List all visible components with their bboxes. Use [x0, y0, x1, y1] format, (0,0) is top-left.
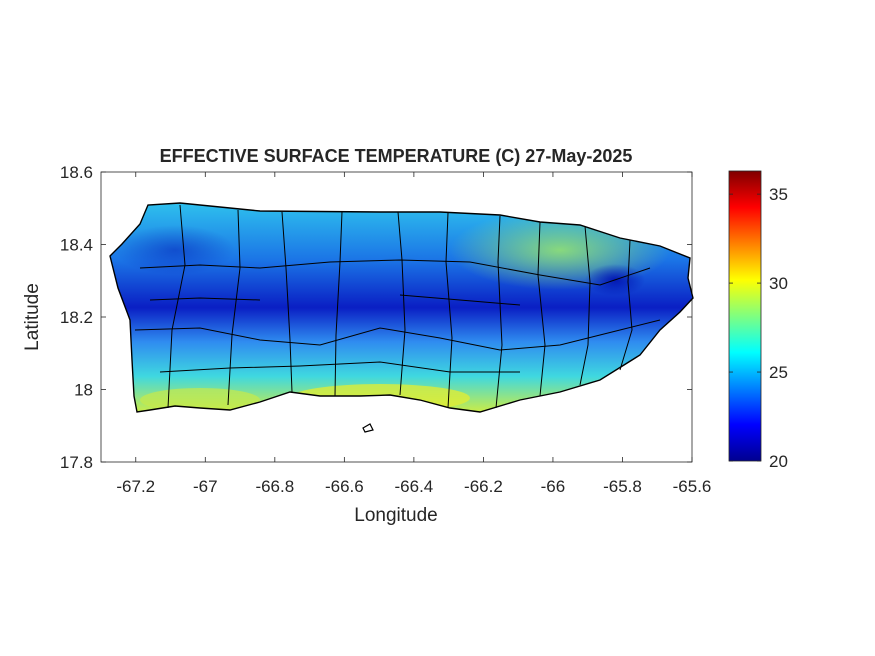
x-tick-label: -67 — [193, 477, 218, 496]
colorbar-tick-label: 30 — [769, 274, 788, 293]
x-tick-label: -66.8 — [255, 477, 294, 496]
y-tick-label: 18.2 — [60, 308, 93, 327]
x-tick-label: -66.6 — [325, 477, 364, 496]
y-tick-label: 17.8 — [60, 453, 93, 472]
x-axis-label: Longitude — [354, 505, 437, 526]
colorbar-tick-label: 20 — [769, 452, 788, 471]
colorbar-ticks: 20 25 30 35 — [729, 185, 788, 471]
chart-title: EFFECTIVE SURFACE TEMPERATURE (C) 27-May… — [160, 146, 633, 166]
y-tick-label: 18 — [74, 381, 93, 400]
x-tick-label: -66 — [541, 477, 566, 496]
colorbar-gradient — [728, 170, 762, 462]
x-axis-ticks: -67.2 -67 -66.8 -66.6 -66.4 -66.2 -66 -65.8 -65.… — [116, 172, 711, 496]
municipality-boundaries — [109, 202, 694, 433]
y-axis-ticks: 17.8 18 18.2 18.4 18.6 — [60, 163, 692, 472]
colorbar: 20 25 30 35 — [728, 170, 788, 471]
y-tick-label: 18.6 — [60, 163, 93, 182]
colorbar-tick-label: 35 — [769, 185, 788, 204]
x-tick-label: -65.6 — [673, 477, 712, 496]
y-tick-label: 18.4 — [60, 236, 93, 255]
colorbar-tick-label: 25 — [769, 363, 788, 382]
x-tick-label: -67.2 — [116, 477, 155, 496]
x-tick-label: -66.2 — [464, 477, 503, 496]
x-tick-label: -66.4 — [395, 477, 434, 496]
y-axis-label: Latitude — [22, 283, 43, 351]
x-tick-label: -65.8 — [603, 477, 642, 496]
